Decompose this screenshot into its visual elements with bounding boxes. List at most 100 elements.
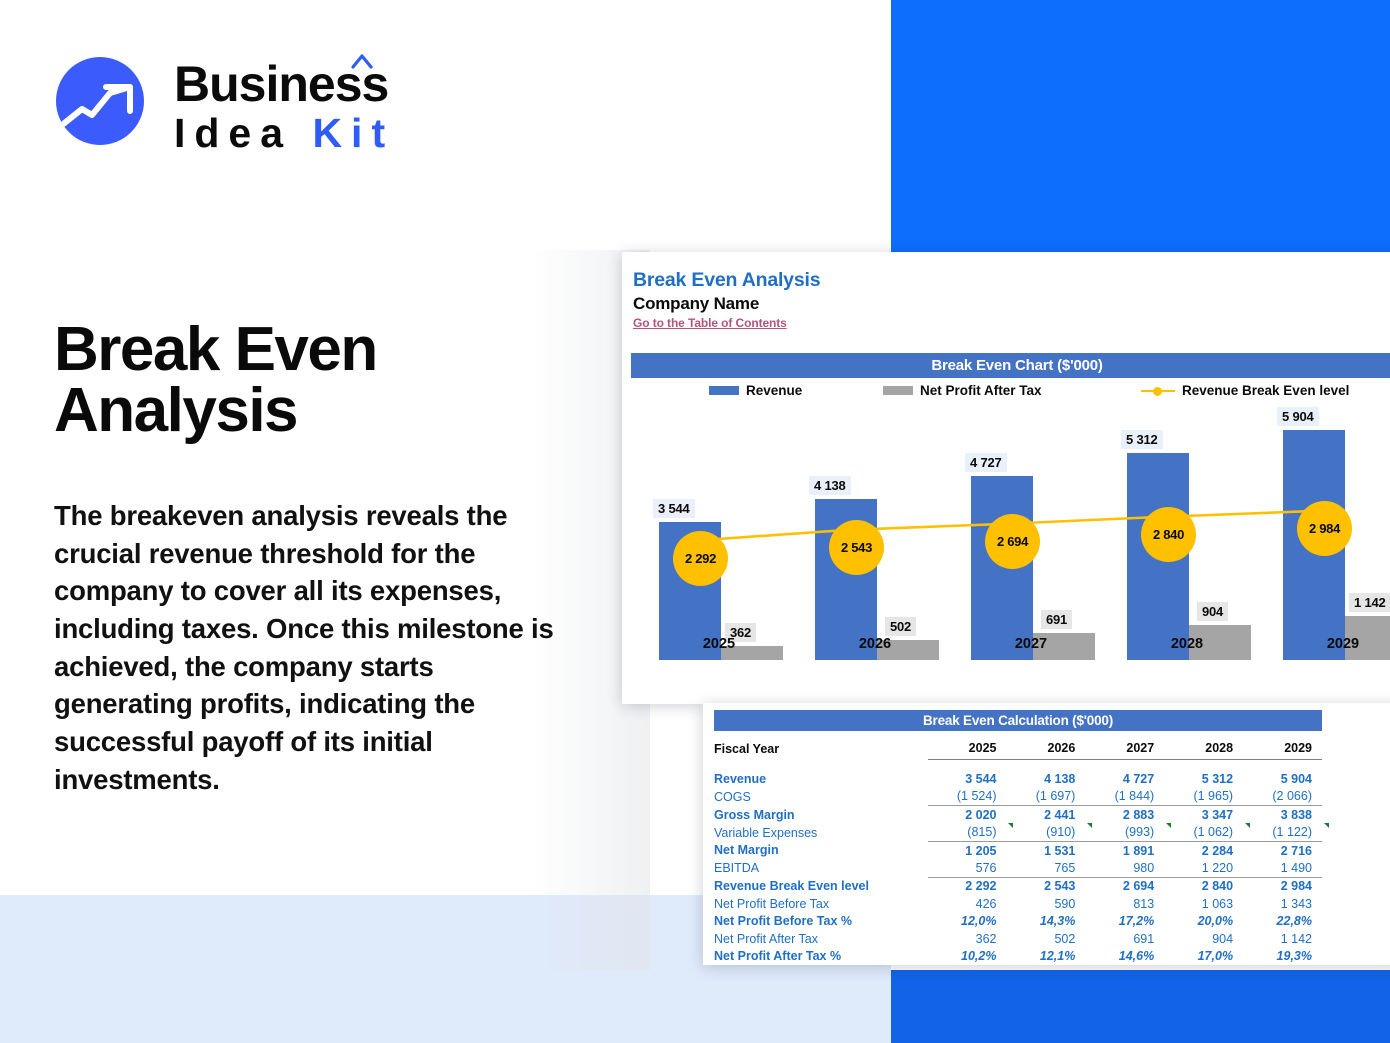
bar-label-revenue: 5 312 <box>1121 430 1163 449</box>
table-row: Net Profit After Tax % 10,2% 12,1% 14,6%… <box>714 947 1322 964</box>
legend-label-revenue: Revenue <box>746 383 803 398</box>
cell-2025: 12,0% <box>961 914 997 929</box>
chart-x-label: 2026 <box>858 636 892 652</box>
cell-2028: 17,0% <box>1197 948 1234 963</box>
bar-net-profit[interactable] <box>721 646 783 660</box>
row-label: Revenue Break Even level <box>714 879 869 894</box>
row-label: Net Profit After Tax % <box>714 948 842 963</box>
growth-arrow-icon <box>56 57 144 145</box>
brand-name-line2: Idea Kit <box>174 110 394 156</box>
cell-2026: 2 543 <box>1006 876 1086 896</box>
table-spacer-row <box>714 760 1322 771</box>
page-title: Break Even Analysis <box>54 315 378 445</box>
cell-2027: 14,6% <box>1118 948 1155 963</box>
break-even-table: Fiscal Year 2025 2026 2027 2028 2029 Rev… <box>714 739 1329 965</box>
brand-logo: Business Idea Kit <box>56 53 436 156</box>
cell-2029: (1 122) <box>1243 822 1329 842</box>
cell-2029: 1 490 <box>1280 861 1312 876</box>
row-label: Gross Margin <box>714 807 795 822</box>
cell-2028: 1 220 <box>1201 861 1234 876</box>
bar-label-net-profit: 691 <box>1041 610 1073 629</box>
table-banner-title: Break Even Calculation ($'000) <box>714 710 1322 731</box>
bar-net-profit[interactable] <box>877 640 939 660</box>
cell-2026: 12,1% <box>1039 948 1076 963</box>
legend-item-break-even-level: Revenue Break Even level <box>1141 383 1349 398</box>
cell-2026: 14,3% <box>1039 914 1076 929</box>
chart-group-2027: 4 727 691 2 694 2027 <box>953 430 1109 660</box>
bar-revenue[interactable] <box>971 476 1033 660</box>
cell-2027: 813 <box>1133 896 1155 911</box>
break-even-bubble[interactable]: 2 694 <box>985 514 1040 569</box>
cell-2028: 904 <box>1212 931 1234 946</box>
cell-2027: 1 891 <box>1085 840 1165 860</box>
row-label: Net Profit Before Tax % <box>714 914 852 929</box>
cell-2029: 1 343 <box>1280 896 1312 911</box>
cell-2025: 426 <box>975 896 997 911</box>
bar-label-revenue: 3 544 <box>653 499 695 518</box>
cell-2028: (1 062) <box>1164 822 1250 842</box>
cell-2026: 4 138 <box>1044 772 1076 787</box>
row-label: Net Profit Before Tax <box>714 896 830 911</box>
blue-square-swatch-icon <box>709 386 739 395</box>
table-row: Net Profit Before Tax % 12,0% 14,3% 17,2… <box>714 913 1322 930</box>
bar-net-profit[interactable] <box>1033 633 1095 660</box>
cell-2029: 1 142 <box>1280 931 1312 946</box>
cell-2029: 22,8% <box>1276 914 1312 929</box>
cell-2029: 3 838 <box>1243 805 1322 824</box>
circumflex-accent-icon <box>351 53 373 69</box>
chart-group-2029: 5 904 1 142 2 984 2029 <box>1265 407 1390 660</box>
cell-2028: (1 965) <box>1193 789 1234 804</box>
row-label: COGS <box>714 789 751 804</box>
cell-2025: 2 292 <box>927 876 1007 896</box>
break-even-bubble[interactable]: 2 543 <box>829 520 884 575</box>
table-row: Net Profit Before Tax 426 590 813 1 063 … <box>714 895 1322 912</box>
cell-2028: 20,0% <box>1197 914 1234 929</box>
break-even-bubble[interactable]: 2 984 <box>1297 501 1352 556</box>
cell-2027: (993) <box>1085 822 1172 842</box>
chart-x-label: 2028 <box>1170 636 1204 652</box>
cell-2025: 576 <box>975 861 997 876</box>
cell-2029: (2 066) <box>1272 789 1312 804</box>
table-of-contents-link[interactable]: Go to the Table of Contents <box>633 316 787 330</box>
cell-2028: 3 347 <box>1164 805 1244 824</box>
cell-2025: 10,2% <box>961 948 997 963</box>
bar-net-profit[interactable] <box>1345 616 1390 660</box>
cell-2029: 5 904 <box>1280 772 1312 787</box>
cell-2028: 5 312 <box>1201 772 1234 787</box>
cell-2025: (1 524) <box>956 789 997 804</box>
background-block-bottom-right <box>891 970 1390 1043</box>
break-even-bubble[interactable]: 2 840 <box>1141 507 1196 562</box>
bar-label-revenue: 4 727 <box>965 453 1007 472</box>
header-year-2025: 2025 <box>927 739 1007 761</box>
bar-net-profit[interactable] <box>1189 625 1251 660</box>
cell-2026: 502 <box>1054 931 1076 946</box>
table-row: COGS (1 524) (1 697) (1 844) (1 965) (2 … <box>714 788 1322 806</box>
cell-2027: 17,2% <box>1118 914 1155 929</box>
table-row: Variable Expenses (815) (910) (993) (1 0… <box>714 822 1329 842</box>
table-row: EBITDA 576 765 980 1 220 1 490 <box>714 859 1322 877</box>
gray-square-swatch-icon <box>883 386 913 395</box>
chart-group-2025: 3 544 362 2 292 2025 <box>641 430 797 660</box>
sheet-title: Break Even Analysis <box>633 269 821 291</box>
cell-2028: 2 840 <box>1164 876 1244 896</box>
cell-2026: 765 <box>1054 861 1076 876</box>
cell-2027: 2 883 <box>1085 805 1165 824</box>
bar-label-net-profit: 904 <box>1197 602 1229 621</box>
row-label: EBITDA <box>714 861 760 876</box>
cell-2028: 2 284 <box>1164 840 1244 860</box>
cell-2026: (910) <box>1006 822 1093 842</box>
legend-label-net-profit: Net Profit After Tax <box>920 383 1042 398</box>
chart-legend: Revenue Net Profit After Tax Revenue Bre… <box>631 383 1390 405</box>
cell-2027: 691 <box>1133 931 1155 946</box>
table-body: Revenue 3 544 4 138 4 727 5 312 5 904 CO… <box>714 760 1329 965</box>
sheet-company-name: Company Name <box>633 294 760 313</box>
cell-2029: 2 716 <box>1243 840 1322 860</box>
break-even-calculation-card: Break Even Calculation ($'000) Fiscal Ye… <box>703 703 1390 965</box>
header-fiscal-year: Fiscal Year <box>714 742 780 757</box>
cell-2028: 1 063 <box>1201 896 1234 911</box>
cell-2025: 362 <box>975 931 997 946</box>
table-row: Net Profit After Tax 362 502 691 904 1 1… <box>714 930 1322 947</box>
bar-label-net-profit: 362 <box>725 623 757 642</box>
break-even-bubble[interactable]: 2 292 <box>673 531 728 586</box>
cell-2027: (1 844) <box>1114 789 1155 804</box>
